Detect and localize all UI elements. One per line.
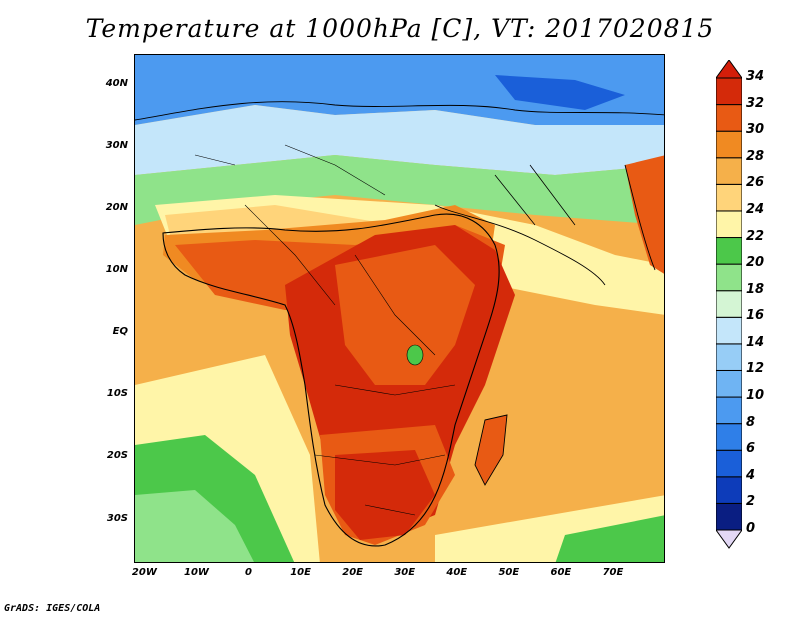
colorbar-bin <box>716 476 742 504</box>
colorbar-level-label: 20 <box>746 255 765 271</box>
red-sea-coastline <box>434 204 606 286</box>
lon-tick-label: 60E <box>550 567 572 578</box>
colorbar-bin <box>716 263 742 292</box>
lon-tick-label: 20W <box>131 567 157 578</box>
madagascar <box>475 415 507 485</box>
mediterranean-light-field <box>135 105 664 175</box>
colorbar-level-label: 12 <box>746 361 765 377</box>
country-borders <box>194 144 456 516</box>
colorbar-bin <box>716 316 742 345</box>
north-africa-green-field <box>135 155 664 225</box>
lat-tick-label: 30N <box>105 140 128 152</box>
madagascar-coastline <box>474 414 508 486</box>
colorbar-bin <box>716 369 742 398</box>
colorbar-bin <box>716 502 742 531</box>
colorbar-level-label: 34 <box>746 69 765 84</box>
colorbar-bin <box>716 343 742 371</box>
colorbar-bin <box>716 157 742 185</box>
lat-tick-label: 40N <box>105 78 128 90</box>
chart-title: Temperature at 1000hPa [C], VT: 20170208… <box>85 14 715 43</box>
colorbar <box>716 60 742 549</box>
lon-tick-label: 40E <box>446 567 468 578</box>
colorbar-bin <box>716 104 742 132</box>
lat-tick-label: 30S <box>106 512 128 524</box>
lat-tick-label: 20N <box>105 202 128 214</box>
colorbar-level-label: 14 <box>746 334 765 350</box>
colorbar-bin <box>716 183 742 212</box>
credit-text: GrADS: IGES/COLA <box>4 603 101 614</box>
colorbar-level-label: 30 <box>746 122 765 138</box>
lat-tick-label: 20S <box>106 450 128 462</box>
arabia-borders <box>494 164 576 226</box>
black-sea-cold-area <box>495 75 625 110</box>
colorbar-bin <box>716 237 742 265</box>
south-atlantic-light-green <box>135 490 254 562</box>
lon-tick-label: 50E <box>498 567 520 578</box>
north-blue-field <box>135 55 664 125</box>
colorbar-bin <box>716 423 742 451</box>
india-hot <box>625 155 664 274</box>
colorbar-level-label: 22 <box>746 228 765 244</box>
southern-africa-hotter <box>335 450 435 540</box>
south-indian-green <box>555 515 664 562</box>
lon-tick-label: 10W <box>183 567 209 578</box>
colorbar-level-label: 0 <box>746 521 756 536</box>
lon-tick-label: 20E <box>342 567 364 578</box>
lake-victoria <box>406 344 424 366</box>
colorbar-level-label: 4 <box>746 467 756 483</box>
lon-tick-label: 0 <box>245 567 252 578</box>
colorbar-bin <box>716 130 742 159</box>
colorbar-level-label: 8 <box>746 414 756 430</box>
colorbar-level-label: 24 <box>746 201 765 217</box>
india-coastline <box>624 164 656 271</box>
lon-tick-label: 70E <box>602 567 624 578</box>
colorbar-level-label: 16 <box>746 308 765 324</box>
colorbar-bin <box>716 290 742 318</box>
lat-tick-label: 10S <box>106 388 128 400</box>
colorbar-under-triangle <box>716 529 742 549</box>
central-africa-hotter <box>335 245 475 385</box>
colorbar-over-triangle <box>716 60 742 79</box>
lat-tick-label: EQ <box>112 326 128 338</box>
colorbar-level-label: 6 <box>746 441 756 457</box>
colorbar-level-label: 26 <box>746 175 765 191</box>
lon-tick-label: 30E <box>394 567 416 578</box>
colorbar-bin <box>716 77 742 106</box>
colorbar-bin <box>716 396 742 425</box>
colorbar-level-label: 2 <box>746 494 756 510</box>
colorbar-level-label: 28 <box>746 148 765 164</box>
lon-tick-label: 10E <box>290 567 311 578</box>
temperature-map <box>134 54 665 563</box>
colorbar-bin <box>716 449 742 478</box>
colorbar-level-label: 32 <box>746 95 765 111</box>
colorbar-level-label: 18 <box>746 281 765 297</box>
colorbar-bin <box>716 210 742 239</box>
colorbar-level-label: 10 <box>746 388 765 404</box>
europe-coastline <box>135 101 664 121</box>
africa-coastline <box>162 213 500 547</box>
lat-tick-label: 10N <box>105 264 128 276</box>
